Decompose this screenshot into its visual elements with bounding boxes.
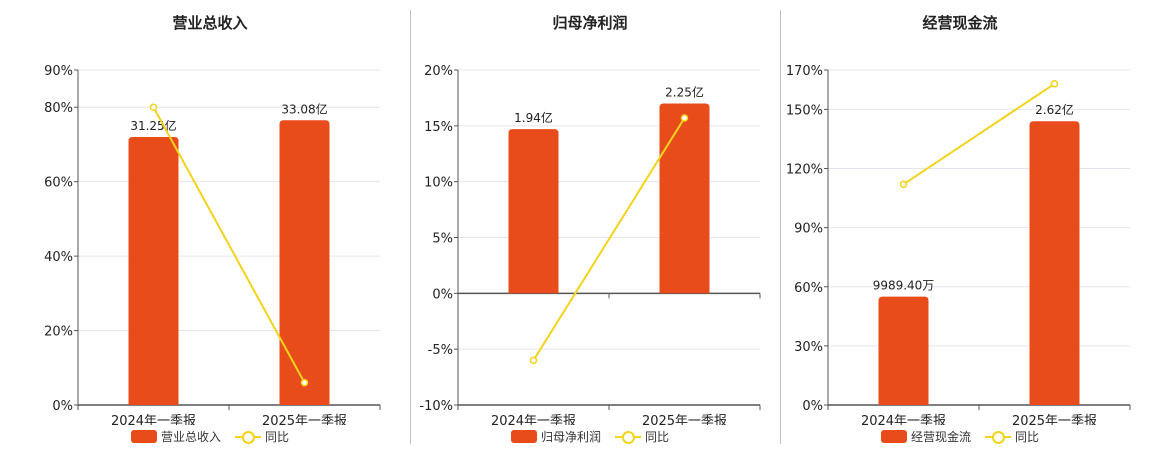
x-tick-label: 2025年一季报 [262,414,347,425]
y-tick-label: 20% [44,325,73,340]
chart-title: 归母净利润 [552,14,628,32]
divider-right [780,10,781,444]
y-tick-label: 0% [432,287,453,302]
chart-legend: 归母净利润 同比 [400,428,780,445]
y-tick-label: -10% [419,399,453,414]
line-point [680,114,689,122]
legend-bar-label: 营业总收入 [160,430,221,444]
chart-legend: 营业总收入 同比 [20,428,400,445]
y-tick-label: 90% [44,64,73,79]
legend-line-label: 同比 [265,430,290,444]
legend-bar-swatch [130,430,157,443]
y-tick-label: 5% [432,232,453,247]
bar [659,103,710,294]
y-tick-label: 170% [786,64,823,79]
y-tick-label: 60% [44,176,73,191]
chart-legend: 经营现金流 同比 [770,428,1150,445]
y-tick-label: 150% [786,103,823,118]
legend-bar-swatch [880,430,907,443]
line-point [149,103,158,111]
bar-data-label: 2.62亿 [1035,102,1074,117]
bar [1029,121,1080,405]
legend-bar-swatch [510,430,537,443]
x-tick-label: 2024年一季报 [861,414,946,425]
y-tick-label: 10% [424,176,453,191]
y-tick-label: 30% [794,340,823,355]
chart-svg: 0% 30% 60% 90% 120% 150% 170% 9989.40万 2.62亿 2024… [786,64,1131,425]
legend-line-label: 同比 [645,430,670,444]
line-point [899,180,908,189]
bar-data-label: 31.25亿 [130,118,176,133]
y-tick-label: 0% [802,399,823,414]
y-tick-label: -5% [428,343,453,358]
y-tick-label: 90% [794,222,823,237]
bar [279,120,330,405]
y-tick-label: 80% [44,101,73,116]
x-tick-label: 2025年一季报 [1012,414,1097,425]
y-tick-label: 40% [44,250,73,265]
bar-data-label: 2.25亿 [665,85,704,100]
y-tick-label: 60% [794,281,823,296]
x-tick-label: 2024年一季报 [491,414,576,425]
legend-line-swatch [235,430,261,444]
x-tick-label: 2024年一季报 [111,414,196,425]
bar [508,129,559,294]
line-point [300,378,309,387]
legend-line-label: 同比 [1015,430,1040,444]
x-tick-label: 2025年一季报 [642,414,727,425]
series-line [152,106,306,384]
line-point [1050,80,1059,88]
line-point [529,356,538,365]
divider-left [410,10,411,444]
bar-data-label: 1.94亿 [514,110,553,125]
legend-line-swatch [615,430,641,444]
chart-title: 营业总收入 [172,14,248,32]
legend-bar-label: 归母净利润 [540,430,601,444]
y-tick-label: 120% [786,163,823,178]
chart-svg: 0% 20% 40% 60% 80% 90% 31.25亿 33.08亿 2024年一季报 202… [44,64,381,425]
y-tick-label: 0% [52,399,73,414]
bar-data-label: 33.08亿 [281,101,327,116]
chart-panel-net-profit: 归母净利润 -10% -5% 0% 5% 10% 15% 20% 1.94亿 2.25亿 2024… [400,0,780,450]
y-tick-label: 20% [424,64,453,79]
y-tick-label: 15% [424,120,453,135]
bar-data-label: 9989.40万 [873,279,935,293]
series-line [532,117,686,361]
chart-panel-cash-flow: 经营现金流 0% 30% 60% 90% 120% 150% 170% 9989.40万 2.6… [770,0,1150,450]
legend-bar-label: 经营现金流 [910,430,971,444]
bar [878,296,929,405]
bar [128,137,179,405]
legend-line-swatch [985,430,1011,444]
chart-panel-revenue: 营业总收入 0% 20% 40% 60% 80% 90% 31.25亿 33.08亿 2024年… [20,0,400,450]
chart-svg: -10% -5% 0% 5% 10% 15% 20% 1.94亿 2.25亿 2024年一季报 20… [419,64,761,425]
series-line [902,82,1056,186]
chart-title: 经营现金流 [922,14,998,32]
